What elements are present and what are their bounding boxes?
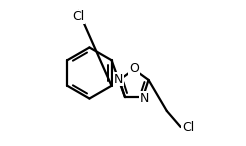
Text: N: N [113, 73, 123, 86]
Text: O: O [129, 62, 139, 75]
Text: Cl: Cl [182, 120, 194, 134]
Text: Cl: Cl [72, 10, 85, 23]
Text: N: N [140, 92, 149, 105]
